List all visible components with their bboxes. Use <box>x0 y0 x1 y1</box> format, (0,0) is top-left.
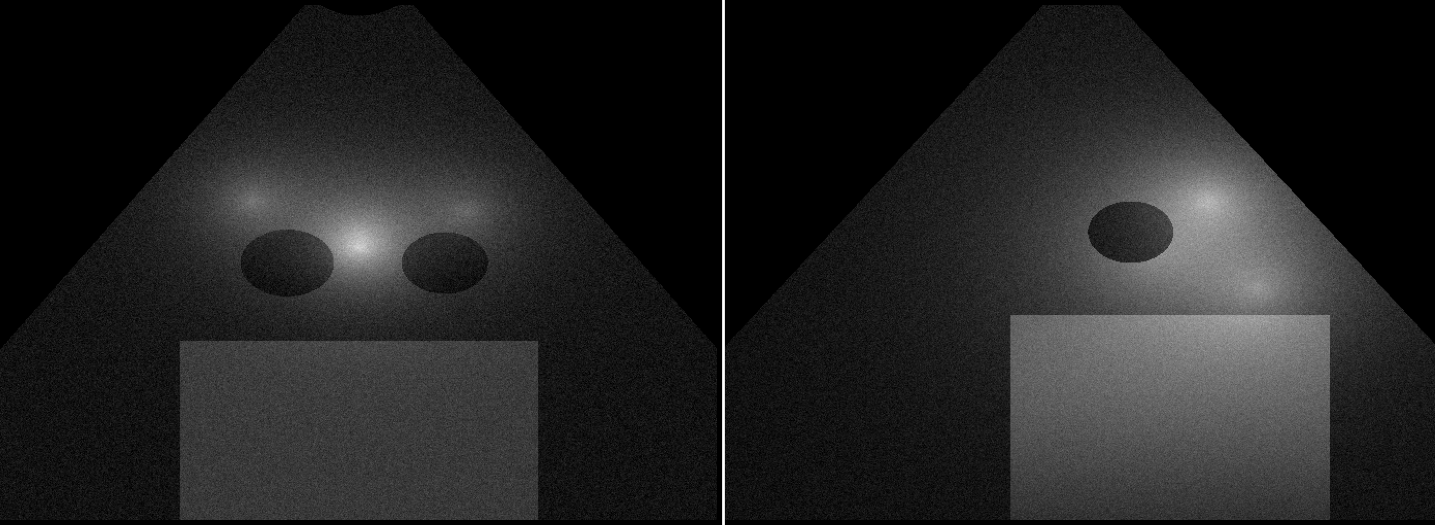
Text: D2: D2 <box>482 259 497 269</box>
Text: D1: D1 <box>1035 318 1049 328</box>
Text: 10.4 mm: 10.4 mm <box>93 455 181 472</box>
Text: B: B <box>739 445 769 483</box>
Text: 6: 6 <box>1396 202 1402 213</box>
Text: A: A <box>29 445 59 483</box>
Polygon shape <box>687 201 705 214</box>
Polygon shape <box>1398 201 1415 214</box>
Text: 0: 0 <box>686 10 692 21</box>
Text: 0: 0 <box>1396 10 1402 21</box>
Text: 10: 10 <box>683 399 695 410</box>
Circle shape <box>103 14 141 28</box>
Circle shape <box>792 14 829 28</box>
Text: 5.8 mm: 5.8 mm <box>811 478 887 496</box>
Text: D1: D1 <box>241 226 255 236</box>
Text: 5: 5 <box>686 202 692 213</box>
Text: 7.1 mm: 7.1 mm <box>100 478 177 496</box>
